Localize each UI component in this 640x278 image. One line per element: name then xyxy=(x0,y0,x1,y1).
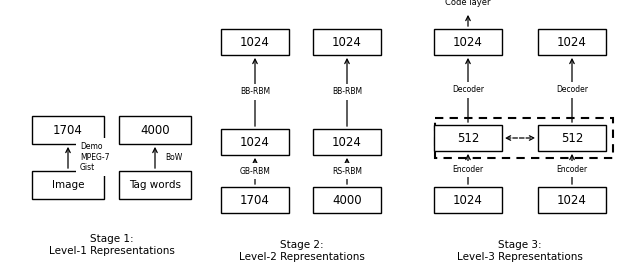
Bar xyxy=(313,29,381,55)
Bar xyxy=(434,29,502,55)
Bar xyxy=(313,187,381,213)
Text: Decoder: Decoder xyxy=(452,86,484,95)
Text: BoW: BoW xyxy=(165,153,182,162)
Text: 1024: 1024 xyxy=(557,193,587,207)
Text: 1024: 1024 xyxy=(332,135,362,148)
Text: 512: 512 xyxy=(457,131,479,145)
Text: Encoder: Encoder xyxy=(452,165,484,173)
Bar xyxy=(538,29,606,55)
Text: Image: Image xyxy=(52,180,84,190)
Text: 1024: 1024 xyxy=(453,193,483,207)
Bar xyxy=(313,129,381,155)
Text: Stage 1:
Level-1 Representations: Stage 1: Level-1 Representations xyxy=(49,234,175,255)
Text: 1024: 1024 xyxy=(332,36,362,48)
Bar xyxy=(32,171,104,199)
Text: Decoder: Decoder xyxy=(556,86,588,95)
Text: 4000: 4000 xyxy=(140,123,170,136)
Text: 1704: 1704 xyxy=(53,123,83,136)
Text: 512: 512 xyxy=(561,131,583,145)
Text: BB-RBM: BB-RBM xyxy=(332,88,362,96)
Text: Stage 3:
Level-3 Representations: Stage 3: Level-3 Representations xyxy=(457,240,583,262)
Text: Demo
MPEG-7
Gist: Demo MPEG-7 Gist xyxy=(80,142,109,172)
Text: Encoder: Encoder xyxy=(556,165,588,173)
Text: 1024: 1024 xyxy=(240,135,270,148)
Bar xyxy=(538,187,606,213)
Text: 1024: 1024 xyxy=(240,36,270,48)
Bar xyxy=(119,116,191,144)
Text: BB-RBM: BB-RBM xyxy=(240,88,270,96)
Bar xyxy=(434,187,502,213)
Text: Stage 2:
Level-2 Representations: Stage 2: Level-2 Representations xyxy=(239,240,365,262)
Bar xyxy=(32,116,104,144)
Text: 1704: 1704 xyxy=(240,193,270,207)
Text: 4000: 4000 xyxy=(332,193,362,207)
Text: RS-RBM: RS-RBM xyxy=(332,167,362,175)
Bar xyxy=(221,187,289,213)
Bar xyxy=(221,129,289,155)
Bar xyxy=(434,125,502,151)
Bar xyxy=(119,171,191,199)
Bar xyxy=(538,125,606,151)
Text: GB-RBM: GB-RBM xyxy=(239,167,271,175)
Text: 1024: 1024 xyxy=(453,36,483,48)
Bar xyxy=(435,118,613,158)
Text: 1024: 1024 xyxy=(557,36,587,48)
Text: Tag words: Tag words xyxy=(129,180,181,190)
Text: Code layer: Code layer xyxy=(445,0,491,7)
Bar xyxy=(221,29,289,55)
